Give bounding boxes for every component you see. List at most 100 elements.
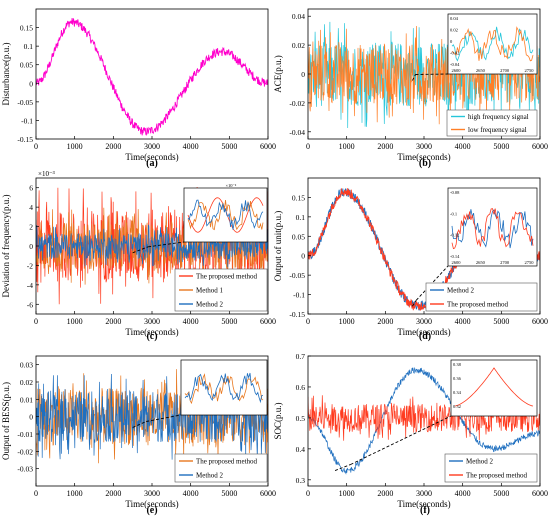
panel-label: (d) — [419, 331, 431, 342]
x-axis-label: Time(seconds) — [397, 327, 450, 337]
y-tick-label: 0 — [29, 413, 33, 422]
x-tick-label: 4000 — [455, 489, 471, 498]
x-tick-label: 5000 — [221, 142, 237, 151]
legend-box — [444, 453, 538, 483]
x-tick-label: 3000 — [416, 142, 432, 151]
x-tick-label: 1000 — [339, 142, 355, 151]
inset-connector — [132, 246, 149, 254]
x-tick-label: 3000 — [144, 317, 160, 326]
y-tick-label: 0.15 — [20, 24, 33, 33]
panel-label: (c) — [146, 331, 157, 342]
y-tick-label: -0.1 — [21, 116, 33, 125]
y-tick-label: 0.15 — [292, 193, 305, 202]
x-tick-label: 6000 — [260, 489, 276, 498]
y-tick-label: -0.04 — [289, 128, 305, 137]
inset-series — [454, 367, 534, 407]
x-tick-label: 3000 — [144, 489, 160, 498]
series-0 — [36, 17, 268, 136]
series-method-2 — [36, 373, 268, 460]
inset-box — [447, 13, 538, 75]
x-axis-label: Time(seconds) — [125, 152, 178, 162]
legend-label: The proposed method — [196, 273, 258, 281]
inset-multiplier: ×10⁻³ — [226, 183, 237, 188]
x-tick-label: 0 — [306, 142, 310, 151]
x-axis-label: Time(seconds) — [125, 327, 178, 337]
x-tick-label: 0 — [306, 489, 310, 498]
x-tick-label: 6000 — [260, 142, 276, 151]
y-tick-label: 0.02 — [20, 378, 33, 387]
y-tick-label: 0 — [29, 79, 33, 88]
inset-x-tick-label: 2650 — [476, 260, 486, 265]
chart-e: 0 1000 2000 3000 4000 5000 6000 -0.03 -0.02 -0.01… — [1, 355, 276, 509]
plot-area — [36, 186, 268, 305]
x-tick-label: 3000 — [144, 142, 160, 151]
y-tick-label: 0.7 — [296, 352, 306, 361]
inset-x-tick-label: 2700 — [500, 260, 510, 265]
legend-box — [425, 282, 538, 312]
y-tick-label: 0.04 — [292, 12, 305, 21]
x-axis-label: Time(seconds) — [397, 499, 450, 509]
inset-y-tick-label: -0.14 — [450, 254, 460, 259]
legend-label: high frequency signal — [468, 113, 529, 121]
y-tick-label: -0.05 — [17, 98, 33, 107]
inset-x-tick-label: 2600 — [452, 68, 462, 73]
inset-connector — [334, 464, 351, 471]
inset-y-tick-label: 0.32 — [453, 404, 461, 409]
legend-label: low frequency signal — [468, 126, 527, 134]
legend-label: The proposed method — [196, 458, 258, 466]
y-tick-label: -0.1 — [293, 291, 305, 300]
inset-lines — [454, 367, 534, 407]
x-tick-label: 1000 — [67, 142, 83, 151]
y-tick-label: -6 — [27, 300, 33, 309]
y-tick-label: -0.01 — [17, 430, 33, 439]
x-tick-label: 4000 — [183, 142, 199, 151]
y-axis-label: Deviation of frequency(p.u.) — [1, 195, 11, 298]
inset-box — [183, 187, 268, 243]
legend-label: Method 2 — [196, 301, 224, 309]
x-tick-label: 0 — [34, 317, 38, 326]
y-tick-label: -0.03 — [17, 465, 33, 474]
x-tick-label: 5000 — [221, 489, 237, 498]
y-tick-label: -4 — [27, 281, 33, 290]
panel-label: (b) — [419, 158, 431, 169]
series-the-proposed-method — [308, 395, 540, 441]
y-tick-label: 0.02 — [292, 41, 305, 50]
x-tick-label: 1000 — [339, 317, 355, 326]
inset-x-tick-label: 2750 — [525, 68, 535, 73]
x-tick-label: 5000 — [493, 489, 509, 498]
x-tick-label: 6000 — [260, 317, 276, 326]
inset-y-tick-label: 0.36 — [453, 376, 462, 381]
inset-y-tick-label: 0.04 — [450, 16, 459, 21]
x-tick-label: 5000 — [221, 317, 237, 326]
x-tick-label: 5000 — [493, 317, 509, 326]
y-tick-label: 2 — [29, 223, 33, 232]
inset-y-tick-label: 0 — [450, 39, 453, 44]
chart-d: 0 1000 2000 3000 4000 5000 6000 -0.15 -0.1 -0.05 0… — [273, 177, 548, 337]
series-method-2 — [36, 224, 268, 268]
inset-series — [184, 373, 264, 405]
chart-a: 0 1000 2000 3000 4000 5000 6000 -0.15 -0.1 -0.05 0… — [1, 8, 276, 162]
plot-area — [36, 17, 268, 136]
y-tick-label: -0.05 — [289, 271, 305, 280]
inset-x-tick-label: 2700 — [500, 68, 510, 73]
x-tick-label: 2000 — [105, 317, 121, 326]
y-tick-label: -0.15 — [17, 135, 33, 144]
y-tick-label: 0.03 — [20, 361, 33, 370]
y-tick-label: 0.05 — [20, 61, 33, 70]
legend-box — [174, 453, 268, 483]
inset-box — [180, 359, 268, 416]
inset-connector — [148, 241, 185, 248]
x-tick-label: 6000 — [532, 142, 548, 151]
x-tick-label: 2000 — [105, 489, 121, 498]
x-tick-label: 1000 — [67, 489, 83, 498]
y-axis-label: Output of BESS(p.u.) — [1, 382, 11, 460]
y-tick-label: 0.6 — [296, 383, 306, 392]
inset-connector — [412, 299, 417, 307]
inset-lines — [184, 372, 264, 405]
y-tick-label: 0.3 — [296, 476, 306, 485]
inset-connector — [146, 414, 182, 422]
y-tick-label: -0.15 — [289, 310, 305, 319]
inset-connector — [415, 73, 449, 75]
inset-lines — [451, 26, 534, 62]
